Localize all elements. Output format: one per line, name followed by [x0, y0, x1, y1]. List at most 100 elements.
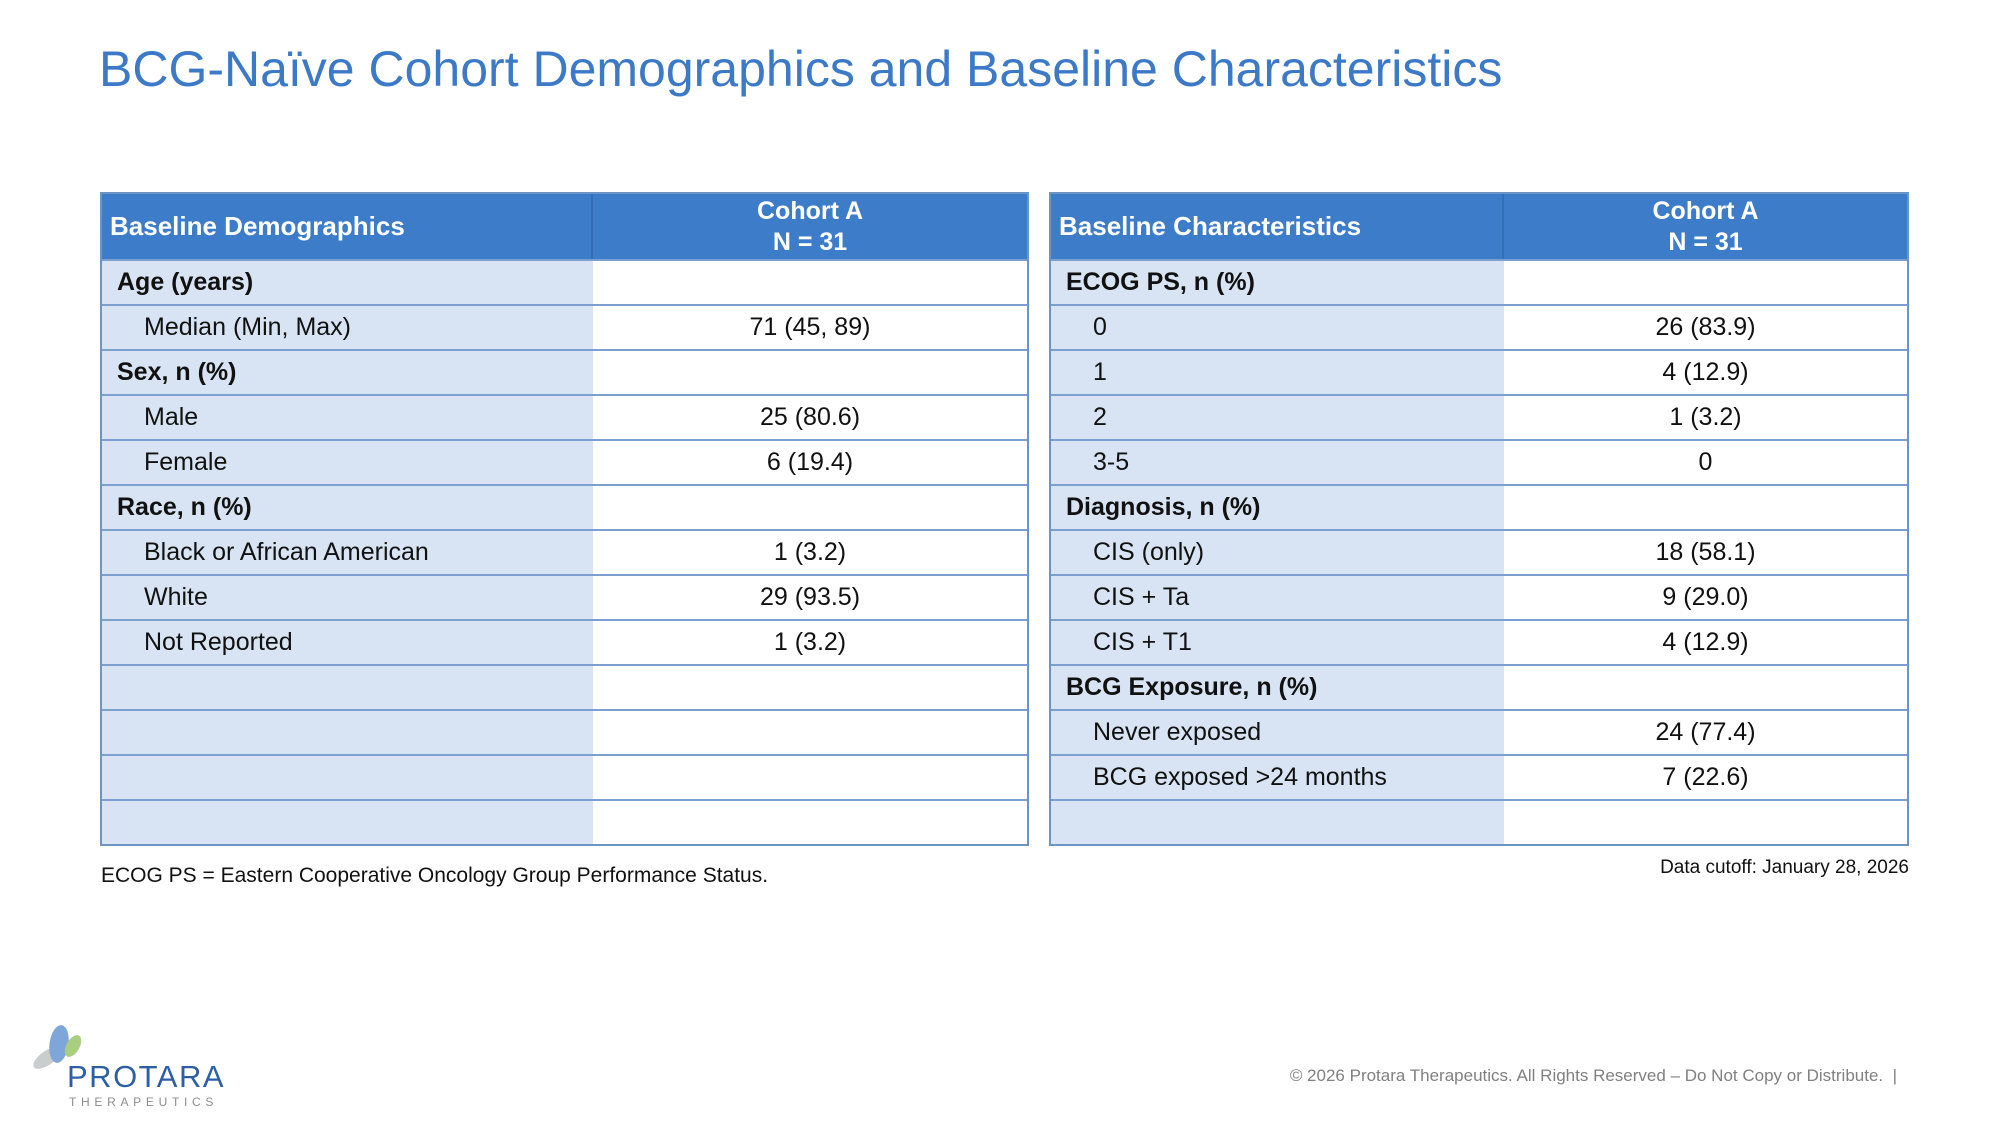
row-value: [593, 666, 1027, 709]
row-value: [593, 711, 1027, 754]
row-label: Median (Min, Max): [102, 306, 593, 349]
row-label: Diagnosis, n (%): [1051, 486, 1504, 529]
row-value: [1504, 261, 1907, 304]
row-value: 9 (29.0): [1504, 576, 1907, 619]
table-row: [102, 799, 1027, 844]
table-row: 0 26 (83.9): [1051, 304, 1907, 349]
baseline-demographics-table: Baseline Demographics Cohort A N = 31 Ag…: [100, 192, 1029, 846]
table-body: Age (years) Median (Min, Max) 71 (45, 89) S…: [102, 259, 1027, 844]
table-row: Race, n (%): [102, 484, 1027, 529]
row-label: [1051, 801, 1504, 844]
table-header: Baseline Demographics Cohort A N = 31: [102, 194, 1027, 259]
row-value: 7 (22.6): [1504, 756, 1907, 799]
row-value: 24 (77.4): [1504, 711, 1907, 754]
row-label: CIS + Ta: [1051, 576, 1504, 619]
logo-leaf-green-icon: [64, 1035, 82, 1057]
cohort-n: N = 31: [772, 227, 848, 256]
table-row: CIS + Ta 9 (29.0): [1051, 574, 1907, 619]
row-value: 6 (19.4): [593, 441, 1027, 484]
baseline-characteristics-table: Baseline Characteristics Cohort A N = 31…: [1049, 192, 1909, 846]
slide-title: BCG-Naïve Cohort Demographics and Baseli…: [99, 41, 1503, 97]
row-value: 29 (93.5): [593, 576, 1027, 619]
row-label: Never exposed: [1051, 711, 1504, 754]
row-label: BCG Exposure, n (%): [1051, 666, 1504, 709]
table-row: BCG Exposure, n (%): [1051, 664, 1907, 709]
table-row: [1051, 799, 1907, 844]
row-label: [102, 801, 593, 844]
table-header-title: Baseline Characteristics: [1051, 194, 1504, 259]
row-value: [593, 486, 1027, 529]
table-row: ECOG PS, n (%): [1051, 259, 1907, 304]
table-row: 3-5 0: [1051, 439, 1907, 484]
cohort-name: Cohort A: [1652, 196, 1759, 225]
row-value: 1 (3.2): [593, 531, 1027, 574]
table-body: ECOG PS, n (%) 0 26 (83.9) 1 4 (12.9) 2 1 (3.2…: [1051, 259, 1907, 844]
row-label: CIS (only): [1051, 531, 1504, 574]
table-header-title: Baseline Demographics: [102, 194, 593, 259]
row-label: BCG exposed >24 months: [1051, 756, 1504, 799]
row-value: 4 (12.9): [1504, 351, 1907, 394]
row-label: Sex, n (%): [102, 351, 593, 394]
row-label: Male: [102, 396, 593, 439]
table-header-cohort: Cohort A N = 31: [1504, 194, 1907, 259]
row-value: [593, 801, 1027, 844]
row-value: 0: [1504, 441, 1907, 484]
row-value: [593, 261, 1027, 304]
table-row: BCG exposed >24 months 7 (22.6): [1051, 754, 1907, 799]
row-value: 1 (3.2): [593, 621, 1027, 664]
table-row: Diagnosis, n (%): [1051, 484, 1907, 529]
row-label: [102, 711, 593, 754]
row-label: ECOG PS, n (%): [1051, 261, 1504, 304]
logo-wordmark: PROTARA: [67, 1059, 225, 1094]
ecog-footnote: ECOG PS = Eastern Cooperative Oncology G…: [101, 864, 769, 887]
logo-leaves-icon: [33, 1025, 82, 1069]
protara-logo: PROTARA THERAPEUTICS: [33, 1025, 225, 1109]
cohort-n: N = 31: [1668, 227, 1743, 256]
row-label: [102, 666, 593, 709]
cohort-name: Cohort A: [757, 196, 863, 225]
row-value: 18 (58.1): [1504, 531, 1907, 574]
row-value: [1504, 666, 1907, 709]
table-row: [102, 664, 1027, 709]
row-label: Race, n (%): [102, 486, 593, 529]
row-label: [102, 756, 593, 799]
table-row: Black or African American 1 (3.2): [102, 529, 1027, 574]
row-label: White: [102, 576, 593, 619]
row-value: 4 (12.9): [1504, 621, 1907, 664]
row-value: [593, 756, 1027, 799]
row-label: Female: [102, 441, 593, 484]
table-row: Sex, n (%): [102, 349, 1027, 394]
logo-subtext: THERAPEUTICS: [69, 1095, 218, 1109]
table-row: White 29 (93.5): [102, 574, 1027, 619]
row-label: CIS + T1: [1051, 621, 1504, 664]
logo-leaf-blue-icon: [49, 1025, 69, 1063]
table-row: [102, 754, 1027, 799]
row-label: Age (years): [102, 261, 593, 304]
row-label: 3-5: [1051, 441, 1504, 484]
table-header-cohort: Cohort A N = 31: [593, 194, 1027, 259]
copyright-notice: © 2026 Protara Therapeutics. All Rights …: [1289, 1066, 1897, 1085]
row-label: 0: [1051, 306, 1504, 349]
table-row: Age (years): [102, 259, 1027, 304]
table-row: Not Reported 1 (3.2): [102, 619, 1027, 664]
row-value: [1504, 801, 1907, 844]
table-row: [102, 709, 1027, 754]
table-row: Female 6 (19.4): [102, 439, 1027, 484]
row-value: 1 (3.2): [1504, 396, 1907, 439]
row-value: [593, 351, 1027, 394]
table-row: CIS + T1 4 (12.9): [1051, 619, 1907, 664]
row-value: 25 (80.6): [593, 396, 1027, 439]
table-row: Male 25 (80.6): [102, 394, 1027, 439]
row-label: Black or African American: [102, 531, 593, 574]
table-row: Median (Min, Max) 71 (45, 89): [102, 304, 1027, 349]
data-cutoff-note: Data cutoff: January 28, 2026: [1660, 857, 1909, 878]
row-value: 71 (45, 89): [593, 306, 1027, 349]
row-label: 2: [1051, 396, 1504, 439]
row-value: 26 (83.9): [1504, 306, 1907, 349]
row-value: [1504, 486, 1907, 529]
table-header: Baseline Characteristics Cohort A N = 31: [1051, 194, 1907, 259]
table-row: CIS (only) 18 (58.1): [1051, 529, 1907, 574]
